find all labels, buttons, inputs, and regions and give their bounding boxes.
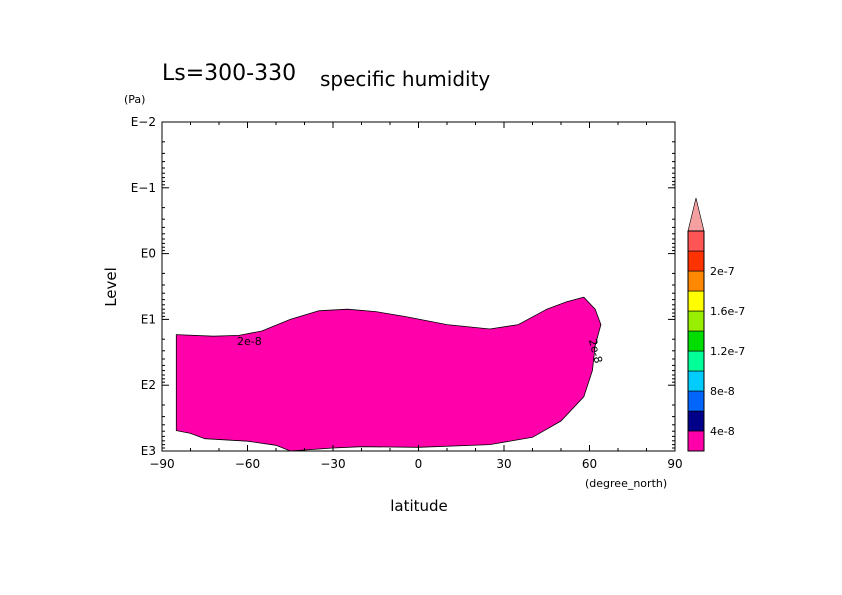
x-axis-label: latitude bbox=[390, 497, 448, 515]
colorbar-swatch bbox=[687, 230, 705, 252]
colorbar-swatch bbox=[687, 270, 705, 292]
y-axis-label: Level bbox=[102, 267, 120, 307]
colorbar-label: 1.2e-7 bbox=[710, 345, 745, 358]
colorbar-swatch bbox=[687, 350, 705, 372]
y-ticks: E−2 E−1 E0 E1 E2 E3 bbox=[131, 115, 675, 458]
colorbar: 4e-8 8e-8 1.2e-7 1.6e-7 2e-7 bbox=[687, 197, 745, 452]
colorbar-swatch bbox=[687, 330, 705, 352]
x-tick-label: 30 bbox=[496, 457, 511, 471]
colorbar-label: 8e-8 bbox=[710, 385, 735, 398]
colorbar-swatch bbox=[687, 410, 705, 432]
colorbar-swatch bbox=[687, 370, 705, 392]
y-unit-label: (Pa) bbox=[124, 93, 145, 106]
x-tick-label: −60 bbox=[235, 457, 260, 471]
contour-label-2e-8-east: 2e-8 bbox=[586, 337, 605, 364]
x-tick-label: 60 bbox=[582, 457, 597, 471]
x-unit-label: (degree_north) bbox=[585, 477, 667, 490]
colorbar-swatch bbox=[687, 290, 705, 312]
colorbar-swatch bbox=[687, 390, 705, 412]
colorbar-extend-triangle bbox=[687, 197, 705, 232]
y-tick-label: E−2 bbox=[131, 115, 156, 129]
colorbar-swatch bbox=[687, 310, 705, 332]
y-tick-label: E1 bbox=[141, 312, 156, 326]
chart-title-prefix: Ls=300-330 bbox=[162, 61, 296, 86]
colorbar-label: 2e-7 bbox=[710, 265, 735, 278]
y-tick-label: E0 bbox=[141, 247, 156, 261]
humidity-region bbox=[175, 296, 602, 452]
y-tick-label: E3 bbox=[141, 444, 156, 458]
contour-label-2e-8: 2e-8 bbox=[237, 335, 262, 348]
colorbar-swatch bbox=[687, 250, 705, 272]
x-tick-label: 90 bbox=[667, 457, 682, 471]
x-tick-label: 0 bbox=[415, 457, 423, 471]
y-tick-label: E2 bbox=[141, 378, 156, 392]
colorbar-label: 1.6e-7 bbox=[710, 305, 745, 318]
colorbar-label: 4e-8 bbox=[710, 425, 735, 438]
colorbar-swatch bbox=[687, 430, 705, 452]
y-tick-label: E−1 bbox=[131, 181, 156, 195]
chart-title: specific humidity bbox=[320, 67, 490, 91]
colorbar-frame bbox=[687, 230, 705, 452]
x-tick-label: −90 bbox=[149, 457, 174, 471]
x-tick-label: −30 bbox=[320, 457, 345, 471]
x-ticks: −90 −60 −30 0 30 60 90 bbox=[149, 122, 683, 471]
